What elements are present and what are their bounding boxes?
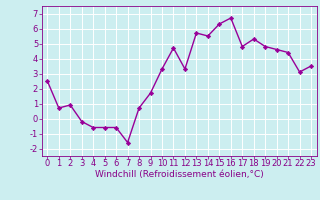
- X-axis label: Windchill (Refroidissement éolien,°C): Windchill (Refroidissement éolien,°C): [95, 170, 264, 179]
